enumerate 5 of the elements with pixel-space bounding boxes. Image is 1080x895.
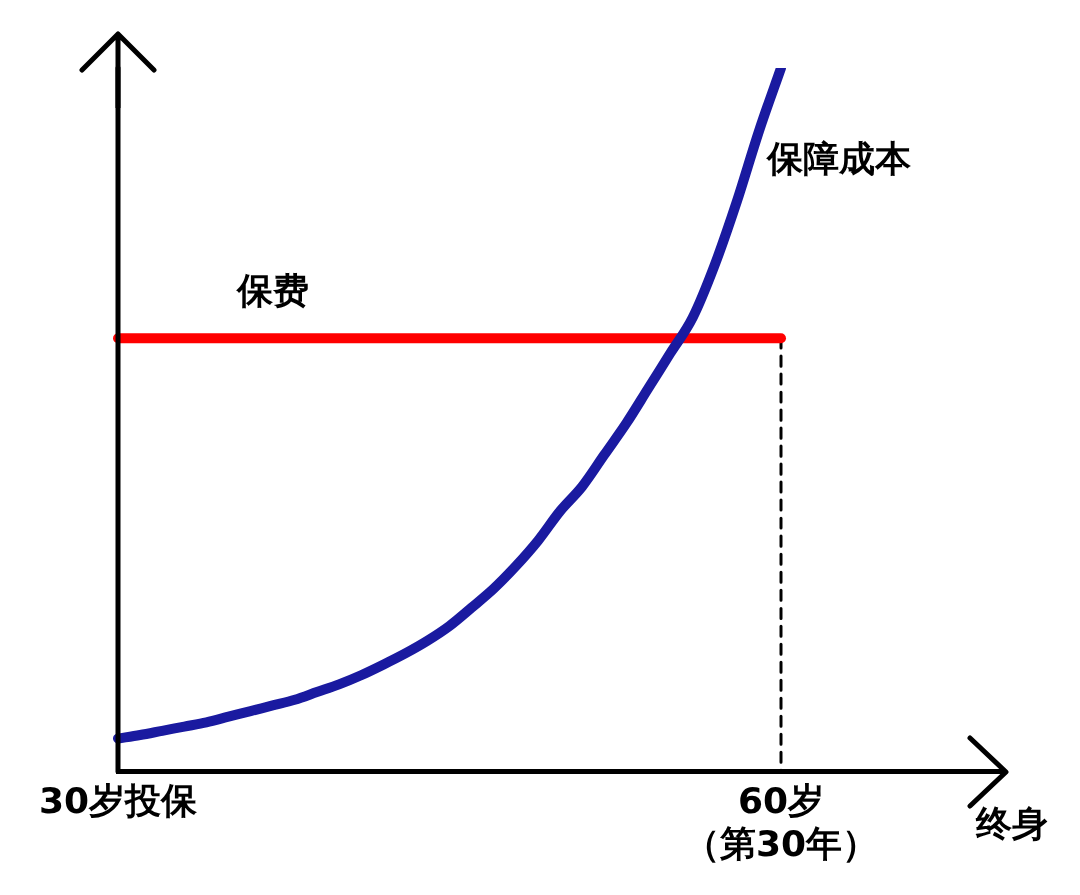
x-tick-label: 60岁（第30年） — [683, 779, 879, 864]
series-label: 保费 — [234, 269, 309, 311]
x-tick-label: 30岁投保 — [38, 779, 199, 821]
x-axis-title: 终身 — [975, 802, 1048, 844]
series-label: 保障成本 — [764, 138, 911, 180]
